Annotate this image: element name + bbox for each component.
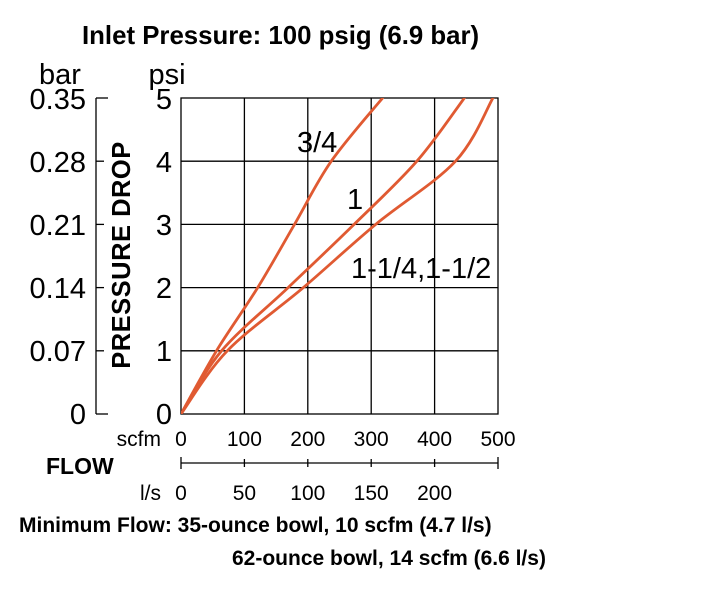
svg-text:3/4: 3/4 xyxy=(297,127,337,159)
svg-text:200: 200 xyxy=(417,482,452,505)
svg-text:0.07: 0.07 xyxy=(30,336,86,368)
svg-text:scfm: scfm xyxy=(117,428,161,451)
svg-text:0: 0 xyxy=(156,399,172,431)
svg-text:0: 0 xyxy=(175,482,187,505)
svg-text:4: 4 xyxy=(156,147,172,179)
svg-text:FLOW: FLOW xyxy=(46,453,114,479)
svg-text:3: 3 xyxy=(156,210,172,242)
svg-text:PRESSURE DROP: PRESSURE DROP xyxy=(108,141,136,369)
svg-text:62-ounce bowl, 14 scfm (6.6 l/: 62-ounce bowl, 14 scfm (6.6 l/s) xyxy=(232,547,546,570)
svg-text:0.21: 0.21 xyxy=(30,210,86,242)
svg-text:0.35: 0.35 xyxy=(30,84,86,116)
svg-text:1: 1 xyxy=(156,336,172,368)
svg-text:0: 0 xyxy=(175,428,187,451)
svg-text:0: 0 xyxy=(70,399,86,431)
svg-text:1: 1 xyxy=(347,184,363,216)
svg-text:150: 150 xyxy=(354,482,389,505)
svg-text:2: 2 xyxy=(156,273,172,305)
svg-text:Minimum Flow: 35-ounce bowl,: Minimum Flow: 35-ounce bowl, 10 scfm (4.… xyxy=(19,514,492,537)
svg-text:100: 100 xyxy=(290,482,325,505)
svg-text:400: 400 xyxy=(417,428,452,451)
svg-text:0.28: 0.28 xyxy=(30,147,86,179)
svg-text:0.14: 0.14 xyxy=(30,273,86,305)
svg-text:500: 500 xyxy=(480,428,515,451)
svg-text:200: 200 xyxy=(290,428,325,451)
svg-text:l/s: l/s xyxy=(140,482,161,505)
svg-text:300: 300 xyxy=(354,428,389,451)
svg-text:1-1/4,1-1/2: 1-1/4,1-1/2 xyxy=(351,253,491,285)
svg-text:50: 50 xyxy=(233,482,256,505)
svg-text:5: 5 xyxy=(156,84,172,116)
svg-text:100: 100 xyxy=(227,428,262,451)
